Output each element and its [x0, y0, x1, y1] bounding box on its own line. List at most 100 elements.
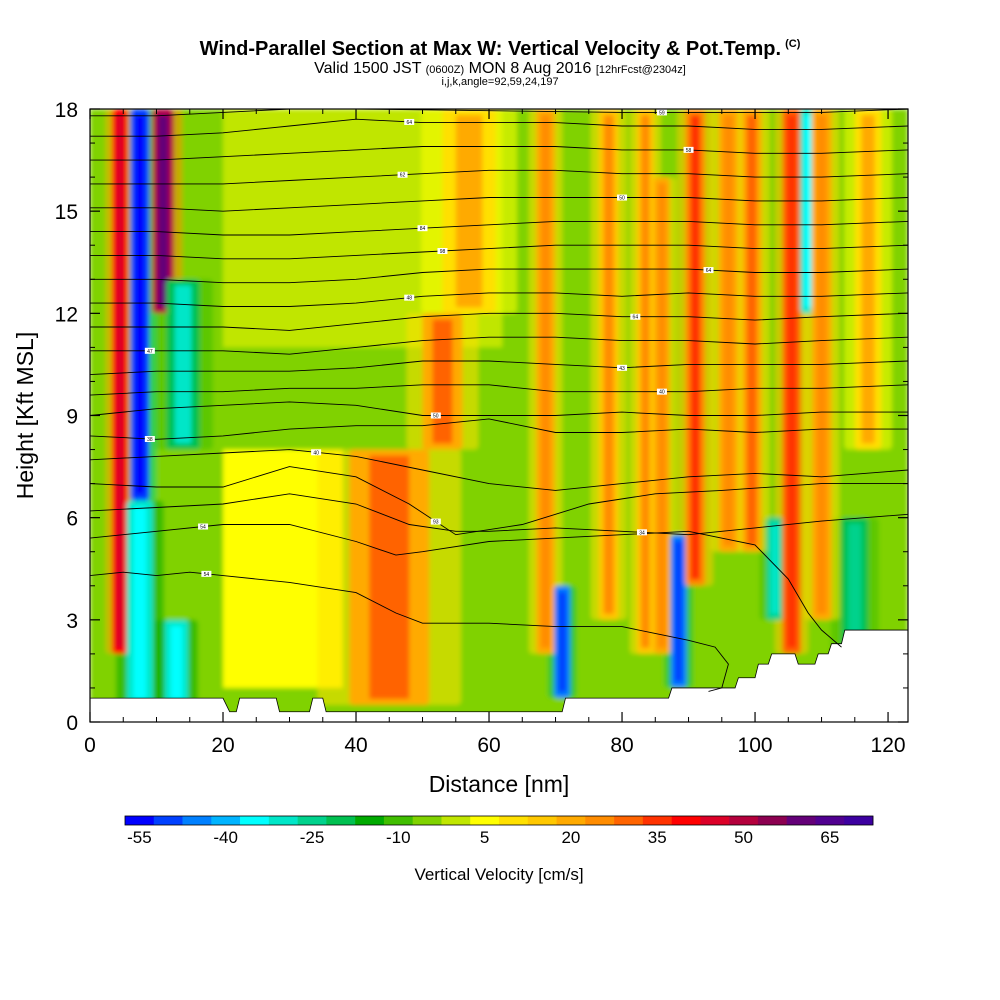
x-tick-label: 0: [84, 734, 96, 757]
colorbar-swatch: [470, 816, 500, 825]
contour-label-bg: [656, 109, 667, 116]
colorbar-swatch: [671, 816, 701, 825]
velocity-core: [157, 115, 169, 308]
velocity-core: [848, 523, 862, 648]
colorbar-swatch: [527, 816, 557, 825]
colorbar-swatch: [297, 816, 327, 825]
isentrope-line: [90, 360, 908, 376]
velocity-core: [540, 115, 551, 648]
isentrope-line: [90, 109, 908, 117]
isentrope-line: [90, 292, 908, 307]
y-axis-ticks: 0 3 6 9 12 15 18: [55, 99, 908, 735]
isentrope-line: [90, 449, 908, 491]
colorbar-border: [124, 815, 874, 826]
contour-label: 50: [433, 414, 439, 420]
velocity-core: [135, 115, 145, 495]
colorbar-label: Vertical Velocity [cm/s]: [414, 865, 583, 884]
isentrope-line: [90, 336, 908, 355]
colorbar-swatch: [153, 816, 183, 825]
x-tick-label: 120: [871, 734, 906, 757]
zulu-time: (0600Z): [425, 64, 465, 76]
contour-label-bg: [430, 518, 441, 525]
contour-label: 98: [440, 249, 446, 255]
velocity-core: [746, 115, 757, 546]
contour-label-bg: [683, 146, 694, 153]
x-axis-ticks: 0 20 40 60 80 100 120: [84, 109, 906, 757]
colorbar-swatch: [815, 816, 845, 825]
chart-title-text: Wind-Parallel Section at Max W: Vertical…: [199, 38, 782, 60]
isentrope-line: [90, 312, 908, 331]
colorbar-tick-label: 35: [648, 828, 667, 847]
contour-label-bg: [630, 313, 641, 320]
copyright-mark: (C): [785, 38, 801, 51]
colorbar-swatch: [786, 816, 816, 825]
contour-label: 54: [200, 525, 206, 531]
isentrope-line: [90, 466, 908, 536]
contour-label: 38: [147, 437, 153, 443]
y-axis-label: Height [Kft MSL]: [12, 332, 38, 499]
velocity-core: [170, 625, 183, 699]
velocity-core: [770, 523, 780, 614]
x-tick-label: 20: [211, 734, 234, 757]
colorbar-swatch: [326, 816, 356, 825]
contour-label: 43: [619, 366, 625, 372]
velocity-core: [690, 115, 701, 580]
contour-label-bg: [417, 225, 428, 232]
y-tick-label: 3: [66, 610, 78, 633]
velocity-core: [369, 455, 410, 699]
contour-label-bg: [201, 570, 212, 577]
colorbar-tick-label: 50: [734, 828, 753, 847]
velocity-core: [861, 115, 875, 444]
colorbar-tick-label: -40: [213, 828, 238, 847]
isentrope-line: [90, 493, 908, 536]
y-tick-label: 12: [55, 303, 78, 326]
colorbar-swatch: [729, 816, 759, 825]
contour-label-bg: [636, 529, 647, 536]
x-tick-label: 80: [610, 734, 633, 757]
velocity-core: [723, 115, 734, 546]
colorbar-swatch: [757, 816, 787, 825]
contour-label: 50: [619, 196, 625, 202]
colorbar: -55 -40 -25 -10 5 20 35 50 65: [124, 815, 874, 847]
velocity-core: [115, 115, 124, 648]
contour-label-bg: [617, 194, 628, 201]
velocity-core: [674, 540, 683, 682]
terrain-mask: [90, 629, 908, 722]
isentrope-line: [90, 118, 908, 137]
isentrope-line: [90, 418, 908, 440]
velocity-core: [804, 115, 813, 308]
velocity-core: [455, 115, 483, 308]
contour-label: 48: [406, 296, 412, 302]
contour-label-bg: [404, 294, 415, 301]
terrain: [90, 629, 908, 722]
isentrope-line: [90, 220, 908, 236]
colorbar-swatch: [355, 816, 385, 825]
contour-label-bg: [397, 171, 408, 178]
colorbar-swatch: [585, 816, 615, 825]
contour-label-bg: [703, 267, 714, 274]
section-indices: i,j,k,angle=92,59,24,197: [441, 76, 559, 88]
colorbar-swatch: [844, 816, 874, 825]
isentrope-line: [90, 524, 842, 648]
colorbar-swatch: [182, 816, 212, 825]
x-axis-label: Distance [nm]: [429, 771, 570, 797]
velocity-core: [432, 319, 453, 444]
contour-label: 84: [420, 226, 426, 232]
y-tick-label: 18: [55, 99, 78, 122]
colorbar-swatch: [383, 816, 413, 825]
contour-label: 47: [147, 349, 153, 355]
colorbar-swatch: [642, 816, 672, 825]
contour-label: 40: [659, 390, 665, 396]
colorbar-tick-label: 5: [480, 828, 489, 847]
potential-temperature-contours: 54 54 34 93 40 38 50 40 43 47 64 48 64 98 84 50 62 58 64 59: [90, 109, 908, 692]
y-tick-label: 15: [55, 201, 78, 224]
velocity-core: [558, 591, 567, 693]
contour-label-bg: [404, 118, 415, 125]
colorbar-tick-label: 65: [820, 828, 839, 847]
x-tick-label: 40: [344, 734, 367, 757]
isentrope-line: [90, 197, 908, 212]
colorbar-tick-label: -10: [386, 828, 411, 847]
contour-label: 54: [204, 572, 210, 578]
contour-label: 93: [433, 520, 439, 526]
